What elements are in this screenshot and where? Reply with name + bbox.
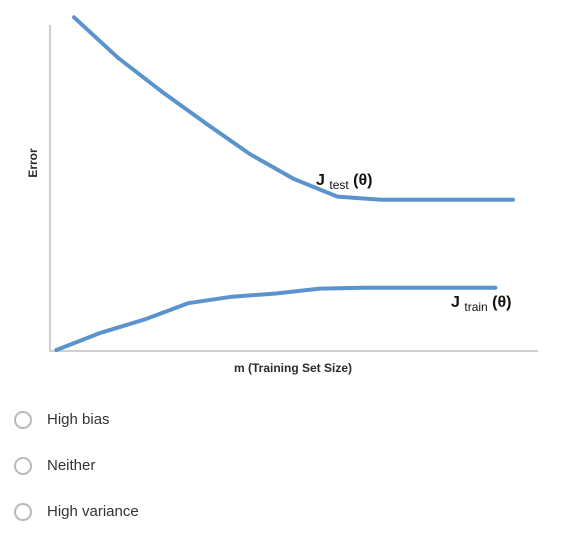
test-series-label-sub: test	[329, 178, 349, 192]
test-series-label-main: J	[316, 172, 325, 189]
option-neither[interactable]: Neither	[14, 454, 314, 478]
option-high-variance[interactable]: High variance	[14, 500, 314, 524]
test-series-label-tail: (θ)	[353, 172, 372, 189]
neither-radio[interactable]	[14, 457, 32, 475]
train-series-label: J train (θ)	[451, 294, 511, 315]
option-high-bias[interactable]: High bias	[14, 408, 314, 432]
high-variance-label: High variance	[47, 503, 139, 520]
train-series-label-main: J	[451, 294, 460, 311]
train-error-curve	[54, 285, 498, 352]
high-variance-radio[interactable]	[14, 503, 32, 521]
train-series-label-sub: train	[464, 300, 487, 314]
neither-label: Neither	[47, 457, 96, 474]
high-bias-radio[interactable]	[14, 411, 32, 429]
learning-curve-chart: Error m (Training Set Size) J test (θ) J…	[26, 15, 538, 375]
high-bias-label: High bias	[47, 411, 110, 428]
test-series-label: J test (θ)	[316, 172, 372, 193]
answer-options: High bias Neither High variance	[14, 408, 314, 546]
test-error-curve	[72, 15, 515, 202]
x-axis-label: m (Training Set Size)	[234, 361, 352, 375]
y-axis-label: Error	[26, 148, 40, 178]
train-series-label-tail: (θ)	[492, 294, 511, 311]
